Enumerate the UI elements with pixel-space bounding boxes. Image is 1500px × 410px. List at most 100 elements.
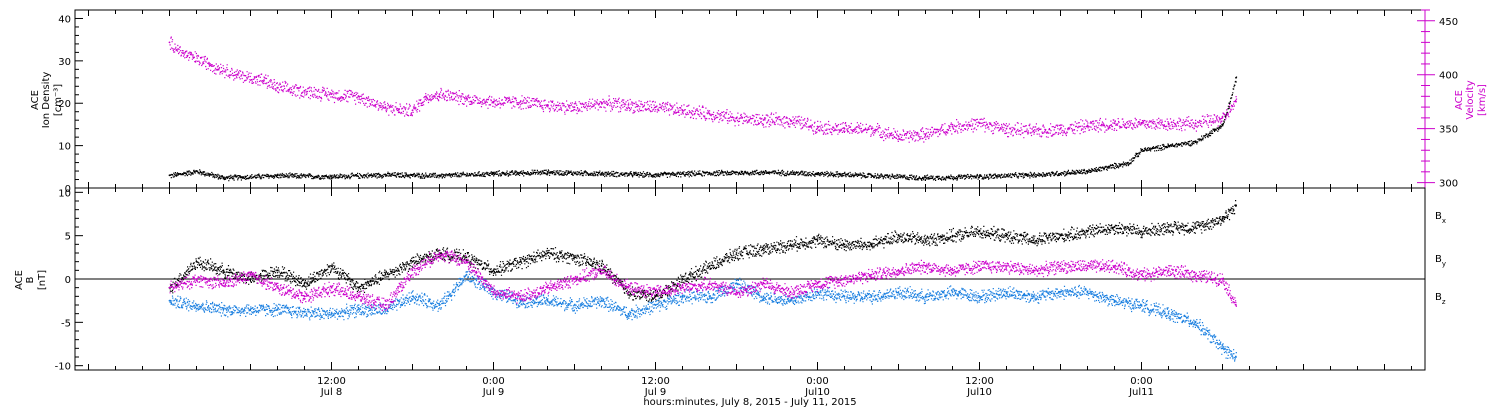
- density-point-6: [438, 174, 441, 177]
- velocity-point-20: [627, 104, 630, 106]
- x-tick-time: 12:00: [317, 376, 346, 387]
- bx-point-26: [870, 243, 873, 246]
- legend-bz-subscript: z: [1442, 298, 1446, 306]
- by-point-40: [1235, 356, 1237, 358]
- bx-point-19: [681, 278, 684, 280]
- legend-bz: Bz: [1435, 292, 1446, 306]
- by-point-10: [438, 304, 441, 306]
- density-point-16: [978, 175, 981, 178]
- b-field-axis-ticks: -10 -5 0 5 10: [55, 188, 83, 373]
- by-point-2: [222, 308, 225, 311]
- series-bz: [168, 249, 1237, 312]
- bx-point-24: [816, 239, 819, 241]
- bz-point-40: [1235, 304, 1237, 306]
- velocity-label-line2: Velocity: [1465, 80, 1476, 119]
- velocity-point-18: [573, 106, 576, 108]
- velocity-point-33: [978, 122, 981, 125]
- velocity-point-1: [182, 52, 184, 55]
- velocity-point-22: [681, 109, 684, 112]
- bx-point-27: [897, 234, 900, 237]
- series-density: [168, 76, 1238, 182]
- bz-point-27: [897, 269, 900, 272]
- b-tick-label: 5: [65, 232, 71, 243]
- x-tick-date: Jul10: [804, 387, 830, 398]
- bz-point-32: [1032, 269, 1035, 272]
- x-tick-time: 0:00: [1130, 376, 1152, 387]
- bz-point-23: [789, 291, 792, 293]
- velocity-point-43: [1235, 100, 1237, 103]
- bx-point-31: [1005, 234, 1008, 237]
- bz-point-16: [600, 269, 603, 272]
- by-point-36: [1140, 304, 1143, 306]
- bx-point-25: [843, 243, 846, 246]
- velocity-point-5: [276, 86, 279, 89]
- by-point-34: [1086, 291, 1089, 293]
- bx-point-5: [303, 282, 306, 285]
- bz-point-12: [492, 291, 495, 293]
- legend-bx-subscript: x: [1442, 217, 1446, 225]
- density-point-9: [600, 172, 603, 175]
- bz-point-4: [276, 286, 279, 289]
- density-point-14: [870, 174, 873, 177]
- by-point-39: [1221, 347, 1224, 350]
- density-point-19: [1127, 161, 1129, 164]
- b-tick-label: -10: [55, 362, 71, 373]
- density-label-line3: [cm⁻³]: [53, 84, 64, 116]
- bx-point-39: [1221, 217, 1224, 220]
- by-point-5: [303, 311, 306, 313]
- velocity-tick-label: 400: [1439, 71, 1458, 82]
- density-point-10: [654, 173, 657, 176]
- bx-point-32: [1032, 239, 1035, 241]
- velocity-point-38: [1113, 122, 1116, 125]
- bz-point-8: [384, 304, 387, 306]
- bz-points: [169, 249, 1237, 312]
- by-point-1: [195, 304, 198, 306]
- velocity-point-21: [654, 106, 657, 108]
- bz-point-17: [627, 286, 630, 289]
- by-point-17: [627, 312, 630, 315]
- bz-point-36: [1140, 273, 1143, 276]
- by-point-15: [573, 304, 576, 306]
- density-point-13: [816, 172, 819, 175]
- bx-point-4: [276, 269, 279, 272]
- by-point-37: [1167, 312, 1170, 315]
- b-tick-label: 0: [65, 275, 71, 286]
- legend-by: By: [1435, 254, 1446, 268]
- density-point-7: [492, 172, 495, 175]
- density-point-1: [195, 170, 198, 172]
- velocity-point-7: [330, 93, 333, 95]
- velocity-point-13: [438, 93, 441, 95]
- density-tick-label: 10: [58, 142, 71, 153]
- by-point-29: [951, 291, 954, 293]
- x-tick-time: 0:00: [806, 376, 828, 387]
- bx-points: [169, 200, 1237, 303]
- velocity-point-40: [1167, 122, 1170, 125]
- by-point-0: [168, 299, 171, 302]
- bx-point-11: [465, 256, 468, 259]
- bz-point-37: [1167, 269, 1170, 272]
- bz-point-33: [1059, 265, 1062, 267]
- density-point-11: [708, 171, 711, 174]
- density-point-18: [1086, 170, 1089, 172]
- bz-point-10: [438, 252, 441, 254]
- x-tick-date: Jul10: [966, 387, 992, 398]
- velocity-tick-label: 350: [1439, 125, 1458, 136]
- bx-point-14: [546, 252, 549, 254]
- by-point-18: [654, 304, 657, 306]
- velocity-point-34: [1005, 127, 1008, 130]
- bx-point-1: [195, 260, 198, 263]
- by-point-22: [762, 295, 765, 298]
- bx-point-23: [789, 243, 792, 246]
- bz-point-3: [249, 273, 252, 276]
- x-tick-date: Jul 9: [644, 387, 667, 398]
- bx-point-33: [1059, 234, 1062, 237]
- velocity-point-14: [465, 97, 468, 100]
- velocity-point-0: [168, 41, 171, 44]
- by-point-25: [843, 295, 846, 298]
- velocity-points: [169, 36, 1238, 143]
- bx-point-18: [654, 295, 657, 298]
- top-series-group: [168, 36, 1238, 182]
- bz-point-24: [816, 282, 819, 285]
- by-point-6: [330, 312, 333, 315]
- density-point-0: [168, 174, 171, 177]
